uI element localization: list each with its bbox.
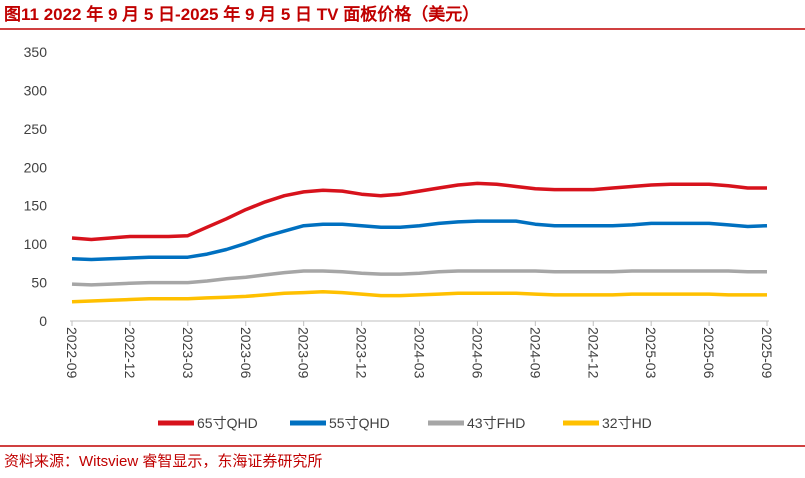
y-tick-label: 100 <box>24 236 48 252</box>
series-line <box>71 269 767 287</box>
x-tick-label: 2024-09 <box>527 327 543 379</box>
x-tick-label: 2022-09 <box>64 327 80 379</box>
legend-label: 43寸FHD <box>467 415 525 431</box>
legend-label: 32寸HD <box>602 415 652 431</box>
y-tick-label: 300 <box>24 82 48 98</box>
x-tick-label: 2025-06 <box>701 327 717 379</box>
y-tick-label: 0 <box>39 313 47 329</box>
x-tick-label: 2022-12 <box>122 327 138 379</box>
x-tick-label: 2024-06 <box>469 327 485 379</box>
y-tick-label: 350 <box>24 44 48 60</box>
y-tick-label: 150 <box>24 198 48 214</box>
legend-label: 55寸QHD <box>329 415 390 431</box>
x-tick-label: 2025-03 <box>643 327 659 379</box>
x-tick-label: 2024-12 <box>585 327 601 379</box>
series-line <box>71 181 767 242</box>
x-tick-label: 2024-03 <box>412 327 428 379</box>
y-tick-label: 250 <box>24 121 48 137</box>
legend-label: 65寸QHD <box>197 415 258 431</box>
x-tick-label: 2025-09 <box>759 327 775 379</box>
x-tick-label: 2023-12 <box>354 327 370 379</box>
chart-title: 图11 2022 年 9 月 5 日-2025 年 9 月 5 日 TV 面板价… <box>4 4 479 24</box>
x-tick-label: 2023-03 <box>180 327 196 379</box>
x-tick-label: 2023-06 <box>238 327 254 379</box>
series-line <box>71 290 767 304</box>
source: 资料来源：Witsview 睿智显示，东海证券研究所 <box>4 452 322 470</box>
series-line <box>71 219 768 262</box>
y-tick-label: 200 <box>24 159 48 175</box>
y-tick-label: 50 <box>31 275 47 291</box>
x-tick-label: 2023-09 <box>296 327 312 379</box>
